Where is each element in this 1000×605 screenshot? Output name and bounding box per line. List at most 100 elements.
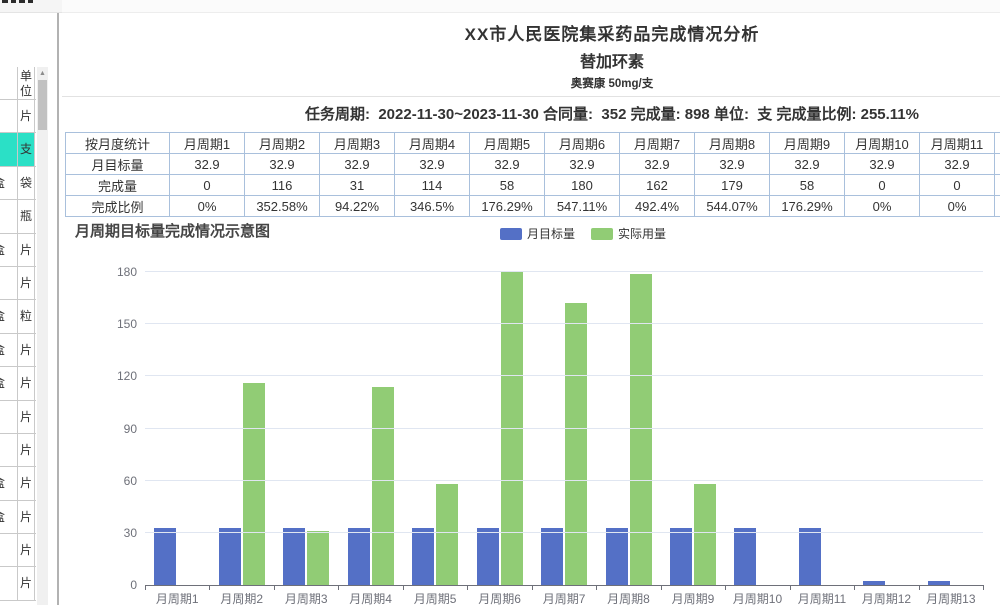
unit-cell[interactable]: 支 bbox=[18, 133, 35, 166]
table-cell: 94.22% bbox=[319, 195, 395, 217]
scrollbar-thumb[interactable] bbox=[38, 80, 47, 130]
column-header: 月周期4 bbox=[394, 132, 470, 154]
scrollbar-up-arrow-icon[interactable]: ▲ bbox=[39, 70, 46, 77]
sheet-cell[interactable] bbox=[0, 433, 18, 467]
legend-item[interactable]: 月目标量 bbox=[500, 225, 575, 242]
unit-cell[interactable]: 袋 bbox=[18, 166, 35, 200]
bar-实际用量[interactable] bbox=[565, 303, 588, 585]
unit-cell[interactable]: 片 bbox=[18, 100, 35, 133]
bar-月目标量[interactable] bbox=[154, 527, 177, 585]
bar-实际用量[interactable] bbox=[693, 484, 716, 585]
table-cell: 544.07% bbox=[694, 195, 770, 217]
unit-cell[interactable]: 片 bbox=[18, 567, 35, 600]
sheet-cell[interactable] bbox=[0, 567, 18, 600]
x-axis-tick-label: 月周期10 bbox=[732, 592, 783, 605]
sheet-cell[interactable] bbox=[0, 100, 18, 133]
unit-cell[interactable]: 片 bbox=[18, 467, 35, 500]
sheet-cell[interactable] bbox=[0, 400, 18, 433]
legend-item[interactable]: 实际用量 bbox=[591, 225, 666, 242]
sheet-cell[interactable] bbox=[0, 67, 18, 99]
axis-tick bbox=[789, 585, 791, 590]
bar-月目标量[interactable] bbox=[347, 527, 370, 585]
sheet-row[interactable]: 盒片 bbox=[0, 367, 36, 401]
sheet-cell[interactable] bbox=[0, 534, 18, 567]
chart-title: 月周期目标量完成情况示意图 bbox=[75, 223, 271, 240]
sheet-row[interactable]: 瓶 bbox=[0, 200, 36, 234]
table-cell: 180 bbox=[544, 174, 620, 196]
column-header: 月周期12 bbox=[994, 132, 1000, 154]
sheet-cell[interactable]: 盒 bbox=[0, 367, 18, 400]
bar-月目标量[interactable] bbox=[863, 581, 886, 585]
bar-月目标量[interactable] bbox=[412, 527, 435, 585]
unit-cell[interactable]: 片 bbox=[18, 500, 35, 534]
bar-月目标量[interactable] bbox=[798, 527, 821, 585]
sheet-row[interactable]: 盒片 bbox=[0, 500, 36, 535]
sheet-cell[interactable] bbox=[0, 133, 18, 166]
unit-header-row[interactable]: 单位 bbox=[0, 67, 36, 100]
bar-月目标量[interactable] bbox=[669, 527, 692, 585]
table-row: 完成量 0 116 31 114 58 180 162 179 58 0 0 bbox=[65, 174, 1000, 196]
column-header: 月周期2 bbox=[244, 132, 320, 154]
unit-cell[interactable]: 片 bbox=[18, 367, 35, 400]
unit-cell[interactable]: 片 bbox=[18, 333, 35, 367]
sheet-cell[interactable]: 盒 bbox=[0, 233, 18, 266]
gridline bbox=[145, 531, 983, 533]
y-axis-tick-label: 120 bbox=[116, 369, 137, 384]
axis-tick bbox=[467, 585, 469, 590]
sheet-row[interactable]: 片 bbox=[0, 266, 36, 301]
unit-cell[interactable]: 瓶 bbox=[18, 200, 35, 233]
unit-cell[interactable]: 粒 bbox=[18, 300, 35, 333]
unit-cell[interactable]: 片 bbox=[18, 400, 35, 433]
y-axis-tick-label: 180 bbox=[116, 265, 137, 279]
axis-tick bbox=[273, 585, 275, 590]
bar-实际用量[interactable] bbox=[629, 273, 652, 585]
clipped-text-fragment bbox=[19, 0, 25, 3]
unit-cell[interactable]: 片 bbox=[18, 534, 35, 567]
unit-cell[interactable]: 片 bbox=[18, 433, 35, 467]
sheet-row[interactable]: 片 bbox=[0, 400, 36, 434]
bar-月目标量[interactable] bbox=[476, 527, 499, 585]
sheet-row[interactable]: 盒片 bbox=[0, 467, 36, 501]
table-cell: 0 bbox=[844, 174, 920, 196]
sheet-cell[interactable] bbox=[0, 200, 18, 233]
table-cell: 0 bbox=[919, 174, 995, 196]
sheet-row[interactable]: 盒粒 bbox=[0, 300, 36, 334]
sheet-row[interactable]: 盒片 bbox=[0, 333, 36, 368]
sheet-cell[interactable]: 盒 bbox=[0, 500, 18, 534]
sheet-cell[interactable]: 盒 bbox=[0, 166, 18, 200]
sheet-row[interactable]: 片 bbox=[0, 534, 36, 568]
table-corner-cell: 按月度统计 bbox=[65, 132, 170, 154]
bar-实际用量[interactable] bbox=[371, 386, 394, 585]
y-axis-tick-label: 60 bbox=[123, 473, 137, 488]
bar-实际用量[interactable] bbox=[242, 383, 265, 585]
sheet-row[interactable]: 片 bbox=[0, 100, 36, 134]
unit-cell[interactable]: 片 bbox=[18, 233, 35, 266]
bar-月目标量[interactable] bbox=[541, 527, 564, 585]
bar-月目标量[interactable] bbox=[734, 527, 757, 585]
sheet-row[interactable]: 片 bbox=[0, 567, 36, 601]
x-axis-tick-label: 月周期6 bbox=[478, 592, 521, 605]
bar-月目标量[interactable] bbox=[283, 527, 306, 585]
sheet-cell[interactable]: 盒 bbox=[0, 333, 18, 367]
sheet-cell[interactable] bbox=[0, 266, 18, 300]
panel-divider bbox=[57, 13, 59, 605]
bar-月目标量[interactable] bbox=[218, 527, 241, 585]
sheet-cell[interactable]: 盒 bbox=[0, 467, 18, 500]
sheet-row[interactable]: 盒袋 bbox=[0, 166, 36, 201]
report-header: XX市人民医院集采药品完成情况分析 替加环素 奥赛康 50mg/支 bbox=[62, 13, 1000, 97]
bar-实际用量[interactable] bbox=[500, 272, 523, 585]
bar-实际用量[interactable] bbox=[307, 531, 330, 585]
bar-月目标量[interactable] bbox=[927, 581, 950, 585]
bar-月目标量[interactable] bbox=[605, 527, 628, 585]
unit-cell[interactable]: 片 bbox=[18, 266, 35, 300]
sheet-row[interactable]: 盒片 bbox=[0, 233, 36, 267]
axis-tick bbox=[531, 585, 533, 590]
sheet-row[interactable]: 支 bbox=[0, 133, 36, 167]
unit-cell[interactable]: 单位 bbox=[18, 67, 35, 99]
sheet-cell[interactable]: 盒 bbox=[0, 300, 18, 333]
vertical-scrollbar[interactable]: ▲ bbox=[37, 67, 48, 605]
sheet-row[interactable]: 片 bbox=[0, 433, 36, 468]
table-row: 完成比例 0% 352.58% 94.22% 346.5% 176.29% 547.11% 4… bbox=[65, 195, 1000, 217]
report-top-strip bbox=[62, 0, 1000, 13]
bar-实际用量[interactable] bbox=[436, 484, 459, 585]
